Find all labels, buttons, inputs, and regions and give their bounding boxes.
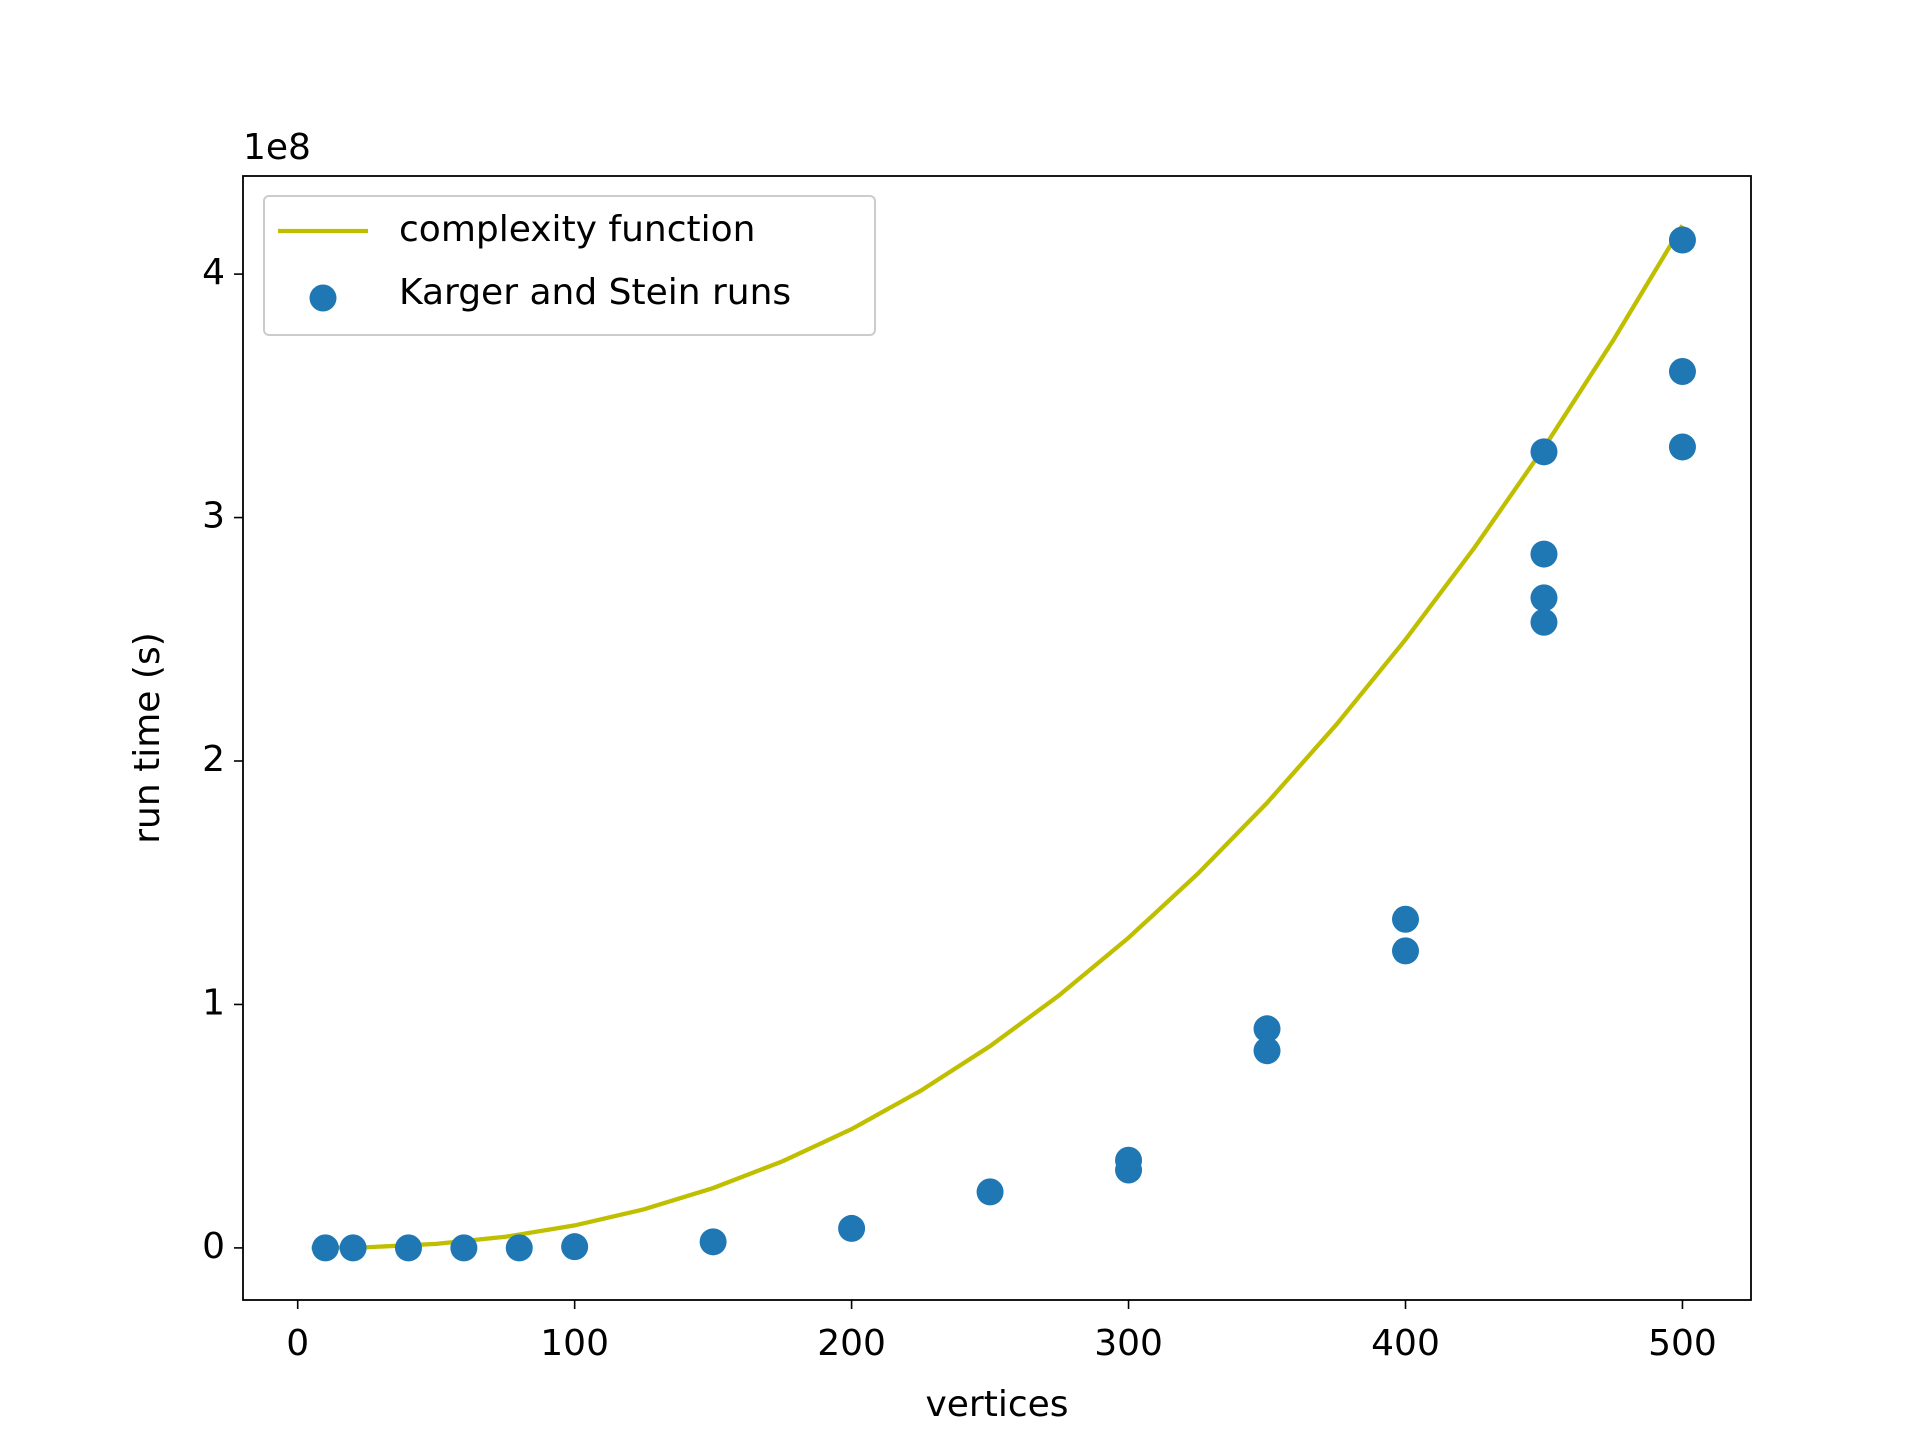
y-tick-label: 4: [202, 252, 225, 293]
scatter-point: [1530, 608, 1558, 636]
x-tick-label: 200: [817, 1323, 886, 1364]
y-tick-label: 1: [202, 982, 225, 1023]
y-tick-label: 0: [202, 1226, 225, 1267]
scatter-point: [1115, 1156, 1143, 1184]
scatter-point: [699, 1228, 727, 1256]
scatter-point: [1668, 433, 1696, 461]
scatter-point: [1392, 905, 1420, 933]
x-tick-label: 0: [286, 1323, 309, 1364]
x-tick-label: 300: [1094, 1323, 1163, 1364]
x-tick-label: 400: [1371, 1323, 1440, 1364]
legend-box: [263, 195, 876, 336]
scatter-point: [838, 1214, 866, 1242]
legend-marker: [309, 284, 337, 312]
scatter-point: [394, 1234, 422, 1262]
scatter-point: [1253, 1037, 1281, 1065]
legend-label: Karger and Stein runs: [399, 272, 791, 313]
scatter-point: [505, 1234, 533, 1262]
scatter-point: [1668, 357, 1696, 385]
scatter-point: [976, 1178, 1004, 1206]
legend-label: complexity function: [399, 209, 755, 250]
plot-frame: [242, 175, 1752, 1301]
scatter-point: [1668, 226, 1696, 254]
scatter-point: [1530, 540, 1558, 568]
y-tick-label: 3: [202, 496, 225, 537]
y-offset-label: 1e8: [243, 127, 311, 168]
scatter-point: [1530, 438, 1558, 466]
scatter-point: [561, 1233, 589, 1261]
x-tick-label: 500: [1648, 1323, 1717, 1364]
scatter-point: [1530, 584, 1558, 612]
scatter-point: [1253, 1015, 1281, 1043]
y-tick-label: 2: [202, 739, 225, 780]
scatter-point: [339, 1234, 367, 1262]
x-tick-label: 100: [540, 1323, 609, 1364]
scatter-point: [450, 1234, 478, 1262]
y-axis-label: run time (s): [127, 632, 168, 844]
x-axis-label: vertices: [925, 1384, 1068, 1425]
scatter-point: [311, 1234, 339, 1262]
scatter-point: [1392, 937, 1420, 965]
complexity-line: [311, 224, 1685, 1251]
